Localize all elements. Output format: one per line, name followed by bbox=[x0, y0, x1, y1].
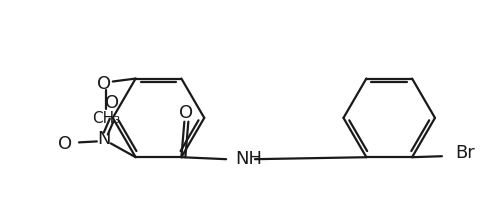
Text: O: O bbox=[97, 76, 111, 94]
Text: Br: Br bbox=[455, 144, 474, 162]
Text: O: O bbox=[105, 94, 119, 112]
Text: CH₃: CH₃ bbox=[92, 110, 120, 126]
Text: NH: NH bbox=[235, 150, 262, 168]
Text: O: O bbox=[179, 104, 193, 122]
Text: O: O bbox=[58, 135, 72, 153]
Text: N: N bbox=[97, 130, 111, 148]
